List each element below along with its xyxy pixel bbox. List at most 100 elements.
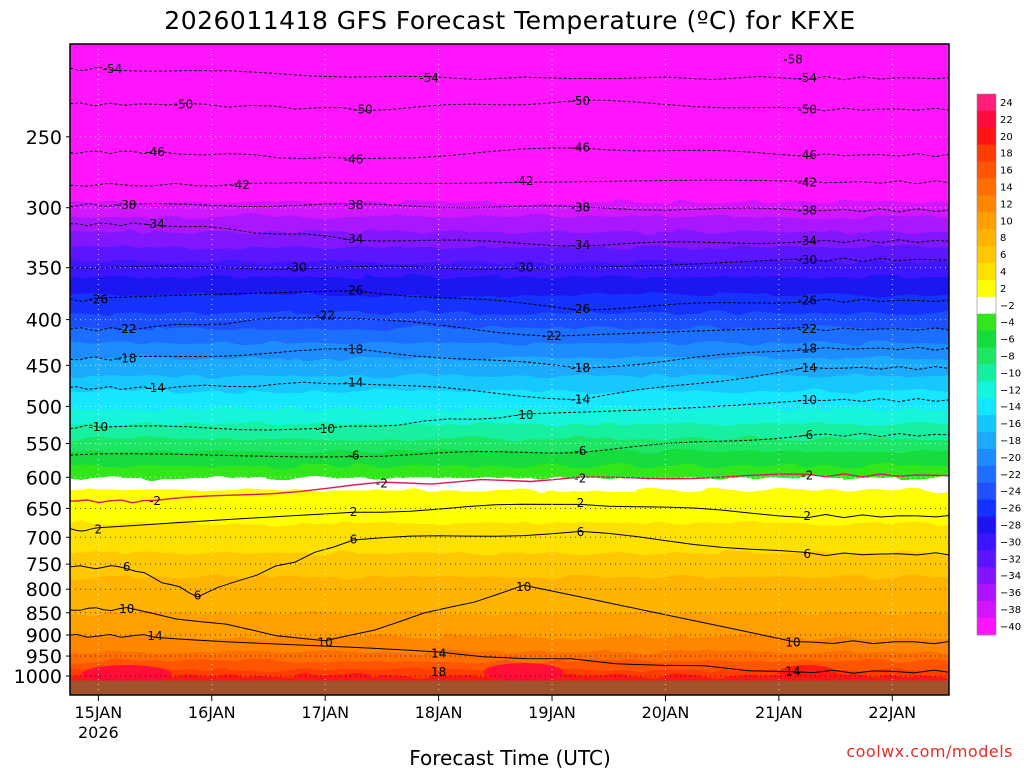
temperature-band-row bbox=[70, 523, 949, 527]
contour-label: 6 bbox=[803, 547, 811, 561]
colorbar-swatch bbox=[977, 229, 996, 247]
temperature-band-row bbox=[70, 106, 949, 110]
temperature-band-row bbox=[70, 136, 949, 140]
colorbar-tick-label: 16 bbox=[1000, 166, 1013, 177]
temperature-band-row bbox=[70, 448, 949, 452]
temperature-band-row bbox=[70, 364, 949, 368]
y-tick-label: 400 bbox=[26, 310, 62, 332]
temperature-band-row bbox=[70, 547, 949, 551]
colorbar-swatch bbox=[977, 161, 996, 180]
temperature-band-row bbox=[70, 346, 949, 350]
temperature-band-row bbox=[70, 649, 949, 653]
colorbar-tick-label: −18 bbox=[1000, 436, 1021, 447]
y-tick-label: 900 bbox=[26, 625, 62, 647]
contour-label: 2 bbox=[577, 496, 585, 510]
x-axis-label: Forecast Time (UTC) bbox=[409, 746, 611, 768]
temperature-band-row bbox=[70, 184, 949, 188]
temperature-band-row bbox=[70, 175, 949, 179]
temperature-band-row bbox=[70, 541, 949, 545]
temperature-band-row bbox=[70, 283, 949, 287]
colorbar-swatch bbox=[977, 432, 996, 450]
contour-label: -18 bbox=[117, 351, 137, 365]
contour-label: 6 bbox=[194, 588, 202, 602]
x-tick-label: 17JAN bbox=[301, 703, 349, 722]
contour-label: -2 bbox=[574, 472, 586, 486]
temperature-band-row bbox=[70, 493, 949, 497]
temperature-band-row bbox=[70, 226, 949, 230]
temperature-band-row bbox=[70, 604, 949, 608]
colorbar-swatch bbox=[977, 127, 996, 146]
temperature-band-row bbox=[70, 340, 949, 344]
temperature-band-row bbox=[70, 220, 949, 224]
contour-label: -34 bbox=[145, 217, 165, 231]
isotherm--30 bbox=[70, 257, 949, 270]
colorbar-swatch bbox=[977, 533, 996, 551]
temperature-band-row bbox=[70, 157, 949, 161]
colorbar-tick-label: −30 bbox=[1000, 537, 1021, 548]
colorbar-swatch bbox=[977, 364, 996, 382]
temperature-band-row bbox=[70, 256, 949, 260]
credit-link[interactable]: coolwx.com/models bbox=[846, 742, 1013, 761]
y-tick-label: 500 bbox=[26, 396, 62, 418]
y-tick-label: 300 bbox=[26, 198, 62, 220]
temperature-band-row bbox=[70, 223, 949, 227]
contour-label: -6 bbox=[801, 428, 813, 442]
contour-label: -54 bbox=[103, 62, 123, 76]
y-tick-label: 950 bbox=[26, 646, 62, 668]
contour-label: -46 bbox=[145, 145, 165, 159]
colorbar-swatch bbox=[977, 246, 996, 264]
colorbar-swatch bbox=[977, 415, 996, 433]
temperature-band-row bbox=[70, 508, 949, 512]
temperature-band-row bbox=[70, 622, 949, 626]
temperature-band-row bbox=[70, 361, 949, 365]
contour-label: -42 bbox=[514, 174, 534, 188]
temperature-band-row bbox=[70, 490, 949, 494]
contour-label: -54 bbox=[797, 71, 817, 85]
temperature-band-row bbox=[70, 229, 949, 233]
temperature-band-row bbox=[70, 154, 949, 158]
temperature-band-row bbox=[70, 580, 949, 584]
temperature-band-row bbox=[70, 352, 949, 356]
colorbar-tick-label: −20 bbox=[1000, 453, 1021, 464]
contour-label: -6 bbox=[574, 444, 586, 458]
colorbar-swatch bbox=[977, 279, 996, 298]
contour-label: -38 bbox=[797, 203, 817, 217]
warm-pocket bbox=[777, 665, 838, 684]
colorbar-swatch bbox=[977, 550, 996, 568]
temperature-band-row bbox=[70, 253, 949, 257]
isotherm--42 bbox=[70, 179, 949, 187]
contour-label: -50 bbox=[174, 97, 194, 111]
temperature-band-row bbox=[70, 79, 949, 83]
x-axis-year: 2026 bbox=[78, 723, 119, 742]
colorbar-swatch bbox=[977, 381, 996, 399]
y-tick-label: 650 bbox=[26, 498, 62, 520]
temperature-band-row bbox=[70, 322, 949, 326]
temperature-band-row bbox=[70, 262, 949, 266]
temperature-band-row bbox=[70, 427, 949, 431]
temperature-band-row bbox=[70, 100, 949, 104]
temperature-band-row bbox=[70, 334, 949, 338]
temperature-band-row bbox=[70, 160, 949, 164]
isotherm-2 bbox=[70, 503, 949, 532]
temperature-band-row bbox=[70, 469, 949, 473]
isotherm--6 bbox=[70, 432, 949, 458]
warm-pockets bbox=[81, 663, 838, 684]
temperature-band-row bbox=[70, 382, 949, 386]
temperature-band-row bbox=[70, 520, 949, 524]
temperature-band-row bbox=[70, 610, 949, 614]
colorbar-swatch bbox=[977, 330, 996, 349]
temperature-band-row bbox=[70, 316, 949, 320]
temperature-band-row bbox=[70, 328, 949, 332]
contour-label: 10 bbox=[119, 602, 134, 616]
colorbar-swatch bbox=[977, 448, 996, 467]
colorbar-swatch bbox=[977, 465, 996, 484]
temperature-band-row bbox=[70, 613, 949, 617]
colorbar-tick-label: −22 bbox=[1000, 470, 1021, 481]
contour-label: -14 bbox=[571, 392, 591, 406]
contour-label: -22 bbox=[797, 322, 817, 336]
temperature-band-row bbox=[70, 250, 949, 254]
temperature-band-row bbox=[70, 466, 949, 470]
temperature-band-row bbox=[70, 643, 949, 647]
temperature-band-row bbox=[70, 130, 949, 134]
temperature-band-row bbox=[70, 307, 949, 311]
